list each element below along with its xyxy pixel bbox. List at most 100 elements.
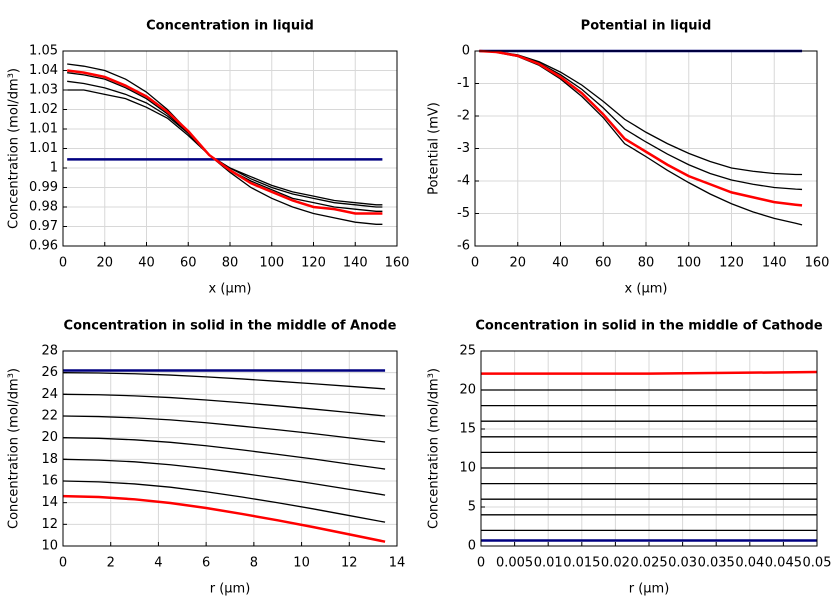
x-tick-label: 0 bbox=[477, 556, 485, 571]
x-tick-label: 100 bbox=[676, 256, 701, 271]
x-tick-label: 0.04 bbox=[735, 556, 764, 571]
x-tick-label: 10 bbox=[293, 556, 310, 571]
x-tick-label: 0 bbox=[59, 556, 67, 571]
series-line bbox=[67, 63, 383, 225]
x-tick-label: 60 bbox=[595, 256, 612, 271]
plot-frame bbox=[62, 350, 398, 547]
y-tick-label: 10 bbox=[459, 461, 476, 476]
y-tick-label: 22 bbox=[41, 409, 58, 424]
chart-title: Potential in liquid bbox=[581, 19, 712, 34]
x-tick-label: 20 bbox=[509, 256, 526, 271]
y-tick-label: 0.98 bbox=[29, 200, 58, 215]
y-tick-label: 1.02 bbox=[29, 102, 58, 117]
x-tick-label: 0.025 bbox=[630, 556, 667, 571]
x-tick-label: 8 bbox=[250, 556, 258, 571]
x-tick-label: 2 bbox=[107, 556, 115, 571]
y-tick-label: 0.97 bbox=[29, 219, 58, 234]
chart-title: Concentration in liquid bbox=[146, 19, 314, 34]
y-tick-label: 1 bbox=[50, 161, 58, 176]
series-line bbox=[62, 437, 386, 470]
y-tick-label: 0 bbox=[462, 44, 470, 59]
series-line bbox=[62, 458, 386, 496]
x-tick-label: 100 bbox=[259, 256, 284, 271]
series-line bbox=[479, 50, 803, 176]
y-tick-label: 0.99 bbox=[29, 180, 58, 195]
y-axis-label: Concentration (mol/dm³) bbox=[7, 368, 22, 529]
series-line bbox=[62, 415, 386, 443]
chart-title: Concentration in solid in the middle of … bbox=[475, 319, 823, 334]
y-tick-label: 5 bbox=[468, 500, 476, 515]
x-tick-label: 80 bbox=[638, 256, 655, 271]
y-tick-label: 18 bbox=[41, 452, 58, 467]
plot-frame bbox=[480, 350, 818, 547]
series-line bbox=[479, 50, 803, 191]
y-tick-label: 0 bbox=[468, 539, 476, 554]
x-tick-label: 0.035 bbox=[698, 556, 735, 571]
series-line bbox=[62, 494, 386, 543]
x-tick-label: 160 bbox=[805, 256, 830, 271]
x-tick-label: 120 bbox=[301, 256, 326, 271]
y-tick-label: -5 bbox=[457, 206, 470, 221]
x-tick-label: 0.02 bbox=[601, 556, 630, 571]
x-axis-label: r (µm) bbox=[629, 582, 670, 597]
y-tick-label: 12 bbox=[41, 517, 58, 532]
y-tick-label: 16 bbox=[41, 474, 58, 489]
x-tick-label: 0 bbox=[471, 256, 479, 271]
y-tick-label: -1 bbox=[457, 76, 470, 91]
x-tick-label: 40 bbox=[138, 256, 155, 271]
series-line bbox=[62, 372, 386, 390]
x-tick-label: 60 bbox=[180, 256, 197, 271]
x-axis-label: x (µm) bbox=[625, 282, 668, 297]
series-line bbox=[67, 80, 383, 208]
y-tick-label: -2 bbox=[457, 109, 470, 124]
x-tick-label: 20 bbox=[96, 256, 113, 271]
y-tick-label: 1.01 bbox=[29, 141, 58, 156]
y-axis-label: Potential (mV) bbox=[427, 102, 442, 195]
y-tick-label: 25 bbox=[459, 344, 476, 359]
series-line bbox=[62, 393, 386, 417]
y-tick-label: 1.05 bbox=[29, 44, 58, 59]
x-tick-label: 0.015 bbox=[563, 556, 600, 571]
y-tick-label: 10 bbox=[41, 539, 58, 554]
x-tick-label: 80 bbox=[222, 256, 239, 271]
x-axis-label: x (µm) bbox=[209, 282, 252, 297]
x-tick-label: 0.01 bbox=[534, 556, 563, 571]
series-line bbox=[67, 69, 383, 215]
y-tick-label: 1.03 bbox=[29, 83, 58, 98]
x-tick-label: 0.005 bbox=[496, 556, 533, 571]
chart-title: Concentration in solid in the middle of … bbox=[64, 319, 397, 334]
x-tick-label: 12 bbox=[341, 556, 358, 571]
x-tick-label: 4 bbox=[154, 556, 162, 571]
plot-frame bbox=[62, 50, 398, 247]
y-tick-label: 28 bbox=[41, 344, 58, 359]
x-tick-label: 6 bbox=[202, 556, 210, 571]
x-axis-label: r (µm) bbox=[210, 582, 251, 597]
y-tick-label: -3 bbox=[457, 141, 470, 156]
x-tick-label: 140 bbox=[343, 256, 368, 271]
y-tick-label: 1.04 bbox=[29, 63, 58, 78]
x-tick-label: 0.05 bbox=[803, 556, 832, 571]
y-axis-label: Concentration (mol/dm³) bbox=[7, 68, 22, 229]
y-tick-label: 26 bbox=[41, 365, 58, 380]
series-line bbox=[67, 89, 383, 206]
x-tick-label: 120 bbox=[719, 256, 744, 271]
y-tick-label: 1.01 bbox=[29, 122, 58, 137]
y-tick-label: 15 bbox=[459, 422, 476, 437]
x-tick-label: 0.045 bbox=[765, 556, 802, 571]
plot-frame bbox=[474, 50, 818, 247]
y-tick-label: -4 bbox=[457, 174, 470, 189]
y-tick-label: -6 bbox=[457, 239, 470, 254]
x-tick-label: 14 bbox=[389, 556, 406, 571]
x-tick-label: 40 bbox=[552, 256, 569, 271]
series-line bbox=[479, 50, 803, 226]
y-tick-label: 20 bbox=[41, 430, 58, 445]
series-line bbox=[62, 480, 386, 523]
series-line bbox=[67, 72, 383, 212]
series-line bbox=[479, 49, 803, 207]
y-tick-label: 24 bbox=[41, 387, 58, 402]
series-line bbox=[481, 370, 818, 375]
y-axis-label: Concentration (mol/dm³) bbox=[427, 368, 442, 529]
x-tick-label: 0.03 bbox=[668, 556, 697, 571]
x-tick-label: 0 bbox=[59, 256, 67, 271]
